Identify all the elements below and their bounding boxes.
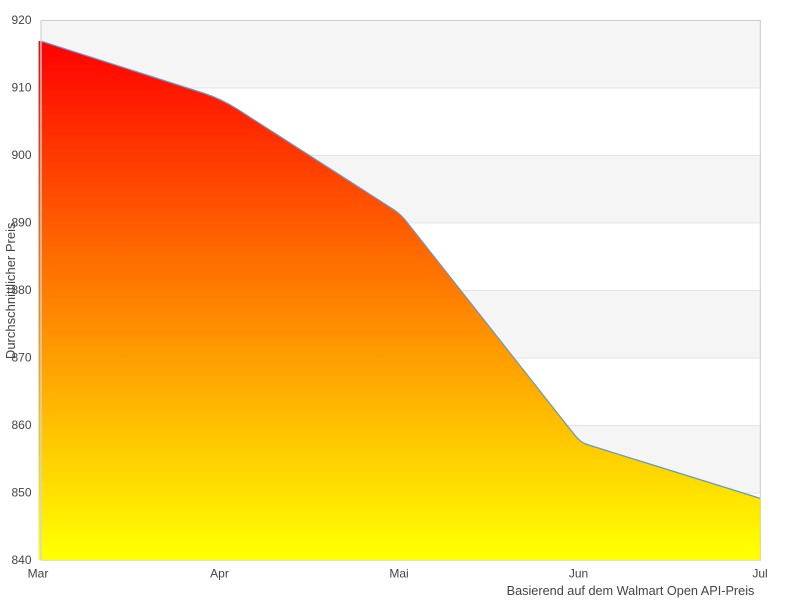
svg-text:Mai: Mai	[389, 567, 408, 581]
svg-text:850: 850	[11, 486, 31, 500]
svg-text:860: 860	[11, 418, 31, 432]
svg-text:920: 920	[11, 13, 31, 27]
svg-text:890: 890	[11, 216, 31, 230]
svg-text:Durchschnittlicher Preis: Durchschnittlicher Preis	[3, 222, 18, 359]
svg-text:840: 840	[11, 553, 31, 567]
svg-text:900: 900	[11, 148, 31, 162]
svg-text:880: 880	[11, 283, 31, 297]
svg-text:Jul: Jul	[752, 567, 767, 581]
svg-text:Apr: Apr	[210, 567, 229, 581]
svg-text:Jun: Jun	[569, 567, 588, 581]
svg-text:870: 870	[11, 351, 31, 365]
svg-text:Basierend auf dem Walmart Open: Basierend auf dem Walmart Open API-Preis	[507, 584, 755, 598]
svg-text:Mar: Mar	[28, 567, 49, 581]
svg-text:910: 910	[11, 81, 31, 95]
